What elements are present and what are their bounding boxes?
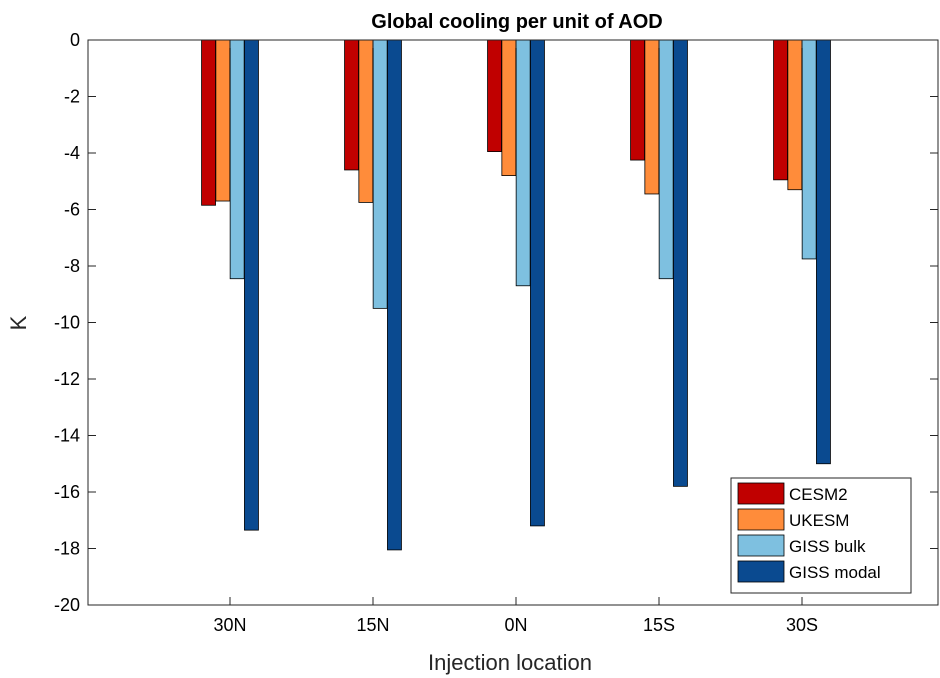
y-tick-label: -16: [54, 482, 80, 502]
y-tick-label: -4: [64, 143, 80, 163]
bar-cesm2-30n: [201, 39, 216, 206]
x-axis-label: Injection location: [428, 650, 592, 675]
bar-cesm2-30s: [773, 39, 788, 181]
bar-giss-bulk-15n: [372, 39, 388, 309]
legend-swatch: [737, 560, 785, 583]
bar-giss-modal-15s: [673, 39, 688, 487]
bar-giss-modal-0n: [530, 39, 545, 527]
legend-swatch: [737, 508, 785, 531]
y-tick-label: -6: [64, 200, 80, 220]
bar-ukesm-15n: [358, 39, 374, 203]
bar-giss-modal-30s: [816, 39, 831, 465]
bar-ukesm-30s: [787, 39, 803, 191]
bar-giss-modal-30n: [244, 39, 259, 531]
y-tick-label: -10: [54, 313, 80, 333]
axes-layer: 0 -2 -4 -6 -8 -10 -12 -14 -16 -18 -20 30N 15N 0N 15S 30…: [54, 30, 939, 635]
x-tick-label: 30S: [786, 615, 818, 635]
legend-swatch: [737, 482, 785, 505]
bar-cesm2-15s: [630, 39, 645, 161]
legend: CESM2 UKESM GISS bulk GISS modal: [730, 477, 912, 594]
x-tick-label: 15S: [643, 615, 675, 635]
bar-giss-bulk-30n: [229, 39, 245, 280]
legend-label: GISS modal: [789, 563, 881, 582]
bars-layer: [201, 39, 831, 551]
chart-title: Global cooling per unit of AOD: [371, 11, 662, 33]
legend-label: CESM2: [789, 485, 848, 504]
legend-label: GISS bulk: [789, 537, 866, 556]
y-tick-label: -18: [54, 539, 80, 559]
x-tick-label: 30N: [213, 615, 246, 635]
legend-label: UKESM: [789, 511, 849, 530]
y-tick-label: -12: [54, 369, 80, 389]
bar-giss-bulk-0n: [515, 39, 531, 287]
y-tick-label: -14: [54, 426, 80, 446]
y-tick-label: -8: [64, 256, 80, 276]
bar-giss-bulk-30s: [801, 39, 817, 260]
bar-ukesm-0n: [501, 39, 517, 177]
bar-giss-modal-15n: [387, 39, 402, 551]
y-tick-label: -2: [64, 87, 80, 107]
legend-swatch: [737, 534, 785, 557]
bar-ukesm-30n: [215, 39, 231, 202]
x-tick-label: 15N: [356, 615, 389, 635]
y-tick-label: -20: [54, 595, 80, 615]
bar-ukesm-15s: [644, 39, 660, 195]
bar-giss-bulk-15s: [658, 39, 674, 280]
bar-cesm2-0n: [487, 39, 502, 152]
bar-cesm2-15n: [344, 39, 359, 171]
y-axis-label: K: [6, 315, 31, 330]
x-tick-label: 0N: [504, 615, 527, 635]
y-tick-label: 0: [70, 30, 80, 50]
